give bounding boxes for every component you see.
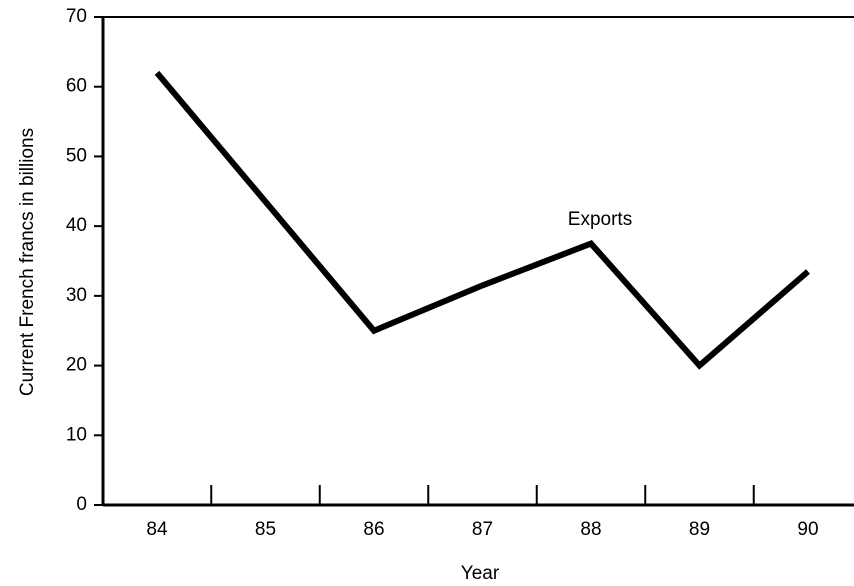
y-tick-label: 60 <box>66 76 87 97</box>
line <box>154 70 810 370</box>
x-tick-label: 86 <box>363 519 384 540</box>
x-tick-label: 90 <box>797 519 818 540</box>
y-tick-label: 70 <box>66 6 87 27</box>
x-tick-label: 84 <box>146 519 168 540</box>
x-tick-label: 89 <box>689 519 710 540</box>
y-tick-label: 30 <box>66 285 87 306</box>
x-tick-label: 88 <box>580 519 601 540</box>
y-tick-label: 20 <box>66 355 87 376</box>
y-tick-label: 10 <box>66 424 87 445</box>
annotation: Exports <box>568 209 632 230</box>
x-tick-label: 87 <box>472 519 493 540</box>
y-axis-label: Current French francs in billions <box>17 128 38 396</box>
y-tick-label: 50 <box>66 145 87 166</box>
y-tick-label: 0 <box>76 494 87 515</box>
y-tick-label: 40 <box>66 215 87 236</box>
x-tick-label: 85 <box>255 519 276 540</box>
x-axis-label: Year <box>461 563 500 584</box>
